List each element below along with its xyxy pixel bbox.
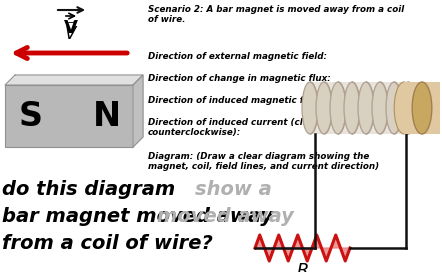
Text: V: V (64, 19, 78, 37)
Bar (5, 85, 133, 147)
Ellipse shape (372, 82, 388, 134)
Ellipse shape (358, 82, 374, 134)
Text: Diagram: (Draw a clear diagram showing the
magnet, coil, field lines, and curren: Diagram: (Draw a clear diagram showing t… (148, 152, 379, 171)
Text: S: S (19, 100, 43, 132)
Ellipse shape (394, 82, 414, 134)
Text: show a: show a (195, 180, 272, 199)
Text: Scenario 2: A bar magnet is moved away from a coil
of wire.: Scenario 2: A bar magnet is moved away f… (148, 5, 404, 24)
Ellipse shape (302, 82, 318, 134)
Text: bar magnet moved away: bar magnet moved away (2, 207, 273, 226)
Ellipse shape (400, 82, 416, 134)
Text: do this diagram: do this diagram (2, 180, 175, 199)
Polygon shape (5, 75, 143, 85)
Polygon shape (133, 75, 143, 147)
Text: $\vec{V}$: $\vec{V}$ (64, 22, 78, 45)
Ellipse shape (412, 82, 432, 134)
Text: Direction of external magnetic field:: Direction of external magnetic field: (148, 52, 327, 61)
Text: Direction of induced magnetic field:: Direction of induced magnetic field: (148, 96, 325, 105)
Text: moved away: moved away (157, 207, 294, 226)
Ellipse shape (344, 82, 360, 134)
Bar (310, 82, 422, 134)
Ellipse shape (330, 82, 346, 134)
Text: Direction of induced current (clockwise or
counterclockwise):: Direction of induced current (clockwise … (148, 118, 355, 137)
Ellipse shape (386, 82, 402, 134)
Text: from a coil of wire?: from a coil of wire? (2, 234, 213, 253)
Text: Direction of change in magnetic flux:: Direction of change in magnetic flux: (148, 74, 331, 83)
Polygon shape (255, 235, 350, 261)
Ellipse shape (316, 82, 332, 134)
Text: N: N (93, 100, 121, 132)
Bar (404, 82, 440, 134)
Text: R: R (296, 262, 309, 272)
